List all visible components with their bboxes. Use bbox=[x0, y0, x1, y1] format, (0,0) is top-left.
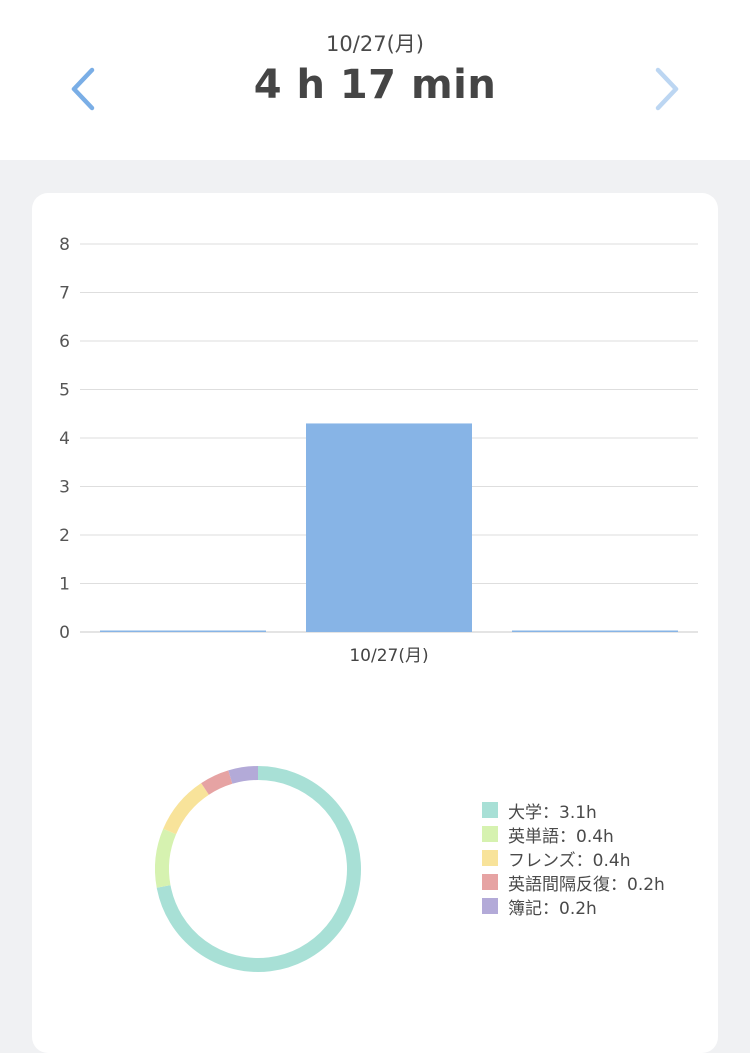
bar bbox=[306, 423, 472, 632]
legend-swatch bbox=[482, 898, 498, 914]
legend-item: 英単語：0.4h bbox=[482, 822, 712, 847]
y-tick-label: 2 bbox=[59, 526, 70, 546]
legend-swatch bbox=[482, 802, 498, 818]
legend-swatch bbox=[482, 826, 498, 842]
donut-slice bbox=[163, 783, 210, 835]
donut-legend: 大学：3.1h 英単語：0.4h フレンズ：0.4h 英語間隔反復：0.2h 簿記：0.… bbox=[482, 798, 712, 919]
daily-bar-chart: 0 1 2 3 4 5 6 7 8 10/27(月) bbox=[59, 235, 698, 666]
y-tick-label: 0 bbox=[59, 623, 70, 643]
donut-slice bbox=[201, 770, 233, 795]
y-tick-label: 6 bbox=[59, 332, 70, 352]
legend-swatch bbox=[482, 874, 498, 890]
legend-swatch bbox=[482, 850, 498, 866]
header-date: 10/27(月) bbox=[326, 32, 424, 56]
bar bbox=[100, 630, 266, 632]
legend-item: 英語間隔反復：0.2h bbox=[482, 870, 712, 895]
y-tick-label: 4 bbox=[59, 429, 70, 449]
y-tick-label: 3 bbox=[59, 478, 70, 498]
legend-label: 英単語：0.4h bbox=[508, 826, 614, 847]
bar bbox=[512, 630, 678, 632]
x-tick-label: 10/27(月) bbox=[349, 646, 428, 666]
legend-label: フレンズ：0.4h bbox=[508, 850, 631, 871]
total-duration: 4 h 17 min bbox=[253, 62, 497, 108]
chevron-right-icon bbox=[655, 67, 679, 111]
category-donut-chart bbox=[155, 766, 361, 972]
donut-slice bbox=[228, 766, 259, 784]
stats-card: 0 1 2 3 4 5 6 7 8 10/27(月) 大学：3.1h 英単語：0.4h フレンズ：0.… bbox=[32, 193, 718, 1053]
legend-label: 英語間隔反復：0.2h bbox=[508, 874, 665, 895]
legend-item: 大学：3.1h bbox=[482, 798, 712, 823]
legend-label: 簿記：0.2h bbox=[508, 898, 597, 919]
donut-slice bbox=[155, 828, 177, 888]
y-tick-label: 8 bbox=[59, 235, 70, 255]
y-tick-label: 5 bbox=[59, 381, 70, 401]
day-header: 10/27(月) 4 h 17 min bbox=[0, 0, 750, 160]
y-tick-label: 1 bbox=[59, 575, 70, 595]
y-tick-label: 7 bbox=[59, 284, 70, 304]
donut-slice bbox=[156, 766, 361, 972]
legend-item: 簿記：0.2h bbox=[482, 894, 712, 919]
chevron-left-icon bbox=[71, 67, 95, 111]
previous-day-button[interactable] bbox=[64, 66, 104, 112]
next-day-button[interactable] bbox=[646, 66, 686, 112]
legend-item: フレンズ：0.4h bbox=[482, 846, 712, 871]
legend-label: 大学：3.1h bbox=[508, 802, 597, 823]
